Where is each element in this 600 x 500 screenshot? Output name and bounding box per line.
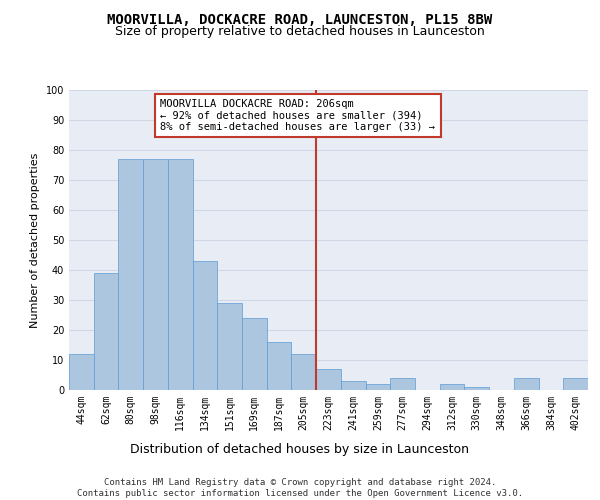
- Text: Distribution of detached houses by size in Launceston: Distribution of detached houses by size …: [131, 442, 470, 456]
- Bar: [94, 273, 118, 390]
- Bar: [143, 159, 168, 390]
- Bar: [464, 387, 489, 390]
- Bar: [514, 378, 539, 390]
- Bar: [316, 369, 341, 390]
- Bar: [69, 354, 94, 390]
- Bar: [341, 381, 365, 390]
- Bar: [390, 378, 415, 390]
- Y-axis label: Number of detached properties: Number of detached properties: [30, 152, 40, 328]
- Bar: [292, 354, 316, 390]
- Bar: [563, 378, 588, 390]
- Text: Contains HM Land Registry data © Crown copyright and database right 2024.
Contai: Contains HM Land Registry data © Crown c…: [77, 478, 523, 498]
- Bar: [242, 318, 267, 390]
- Bar: [217, 303, 242, 390]
- Bar: [118, 159, 143, 390]
- Bar: [193, 261, 217, 390]
- Bar: [365, 384, 390, 390]
- Bar: [168, 159, 193, 390]
- Bar: [267, 342, 292, 390]
- Text: MOORVILLA DOCKACRE ROAD: 206sqm
← 92% of detached houses are smaller (394)
8% of: MOORVILLA DOCKACRE ROAD: 206sqm ← 92% of…: [160, 99, 436, 132]
- Text: Size of property relative to detached houses in Launceston: Size of property relative to detached ho…: [115, 25, 485, 38]
- Text: MOORVILLA, DOCKACRE ROAD, LAUNCESTON, PL15 8BW: MOORVILLA, DOCKACRE ROAD, LAUNCESTON, PL…: [107, 12, 493, 26]
- Bar: [440, 384, 464, 390]
